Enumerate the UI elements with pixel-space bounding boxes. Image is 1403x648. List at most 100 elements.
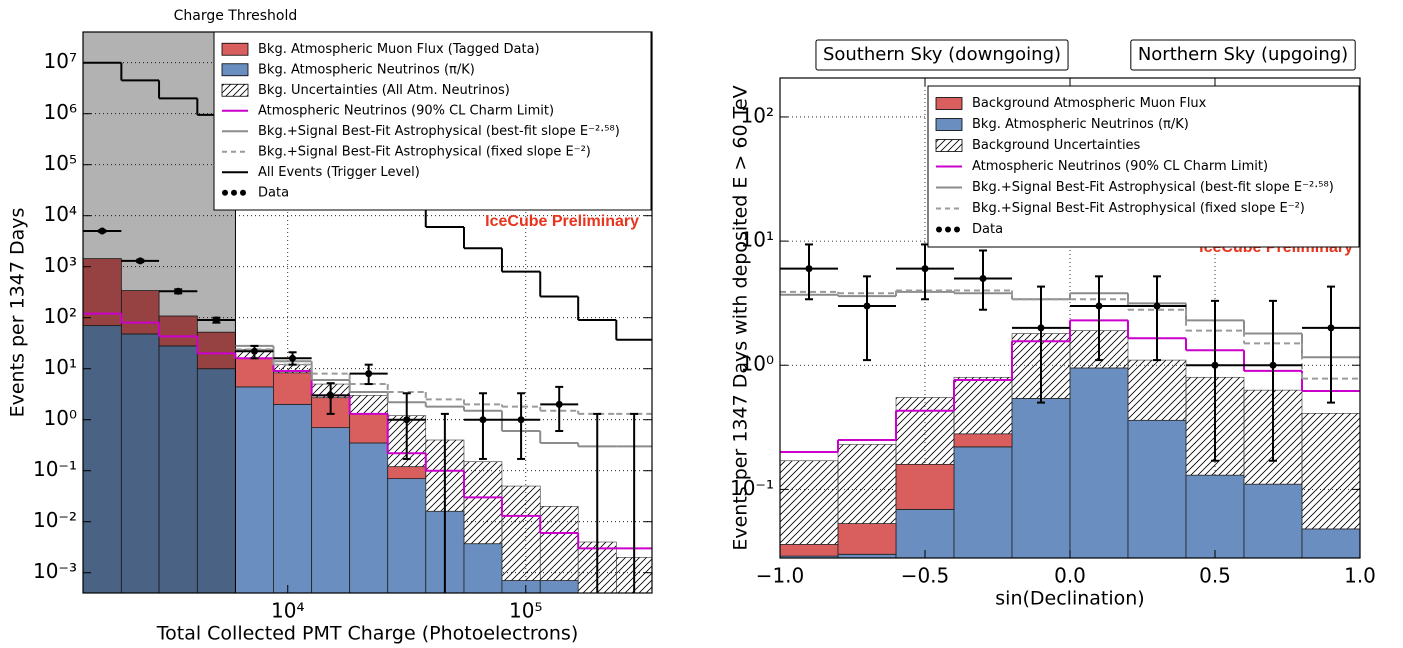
data-point xyxy=(327,391,335,399)
legend-swatch xyxy=(221,63,249,77)
bar xyxy=(387,478,427,593)
bar xyxy=(616,608,652,643)
data-point xyxy=(805,265,813,273)
bar xyxy=(953,446,1013,558)
x-tick-label: −0.5 xyxy=(901,564,950,588)
bar xyxy=(578,599,616,643)
bar xyxy=(895,463,955,510)
data-point xyxy=(365,370,373,378)
y-tick-label: 10⁶ xyxy=(44,100,77,124)
uncertainty-band xyxy=(463,461,503,545)
data-point xyxy=(921,265,929,273)
legend-label: Atmospheric Neutrinos (90% CL Charm Limi… xyxy=(258,103,554,118)
y-tick-label: 10³ xyxy=(44,253,77,277)
legend-marker xyxy=(240,189,246,196)
y-tick-label: 10⁷ xyxy=(44,49,77,73)
bar xyxy=(837,553,897,558)
y-tick-label: 10⁻² xyxy=(33,508,77,532)
data-point xyxy=(1327,324,1335,332)
bar xyxy=(1127,419,1187,558)
x-axis-label: sin(Declination) xyxy=(995,588,1144,610)
legend-label: Bkg. Uncertainties (All Atm. Neutrinos) xyxy=(258,83,510,98)
bar xyxy=(120,333,160,593)
x-tick-label: 0.5 xyxy=(1199,564,1231,588)
legend-marker xyxy=(222,189,228,196)
data-point xyxy=(136,257,144,265)
bar xyxy=(837,523,897,555)
sky-label: Northern Sky (upgoing) xyxy=(1138,44,1348,65)
data-point xyxy=(250,347,258,355)
x-tick-label: 0.0 xyxy=(1054,564,1086,588)
bar xyxy=(1011,398,1071,558)
y-tick-label: 10⁻³ xyxy=(33,559,77,583)
y-tick-label: 10⁴ xyxy=(44,202,77,226)
legend-label: All Events (Trigger Level) xyxy=(258,165,420,180)
x-tick-label: 1.0 xyxy=(1344,564,1376,588)
x-tick-label: 10⁵ xyxy=(509,599,542,623)
bar xyxy=(349,442,389,593)
legend-marker xyxy=(936,226,942,233)
legend-box xyxy=(213,31,652,211)
legend-label: Bkg. Atmospheric Neutrinos (π/K) xyxy=(258,62,475,77)
bar xyxy=(196,331,236,370)
y-tick-label: 10⁻¹ xyxy=(33,457,77,481)
bar xyxy=(273,372,313,405)
sky-label: Southern Sky (downgoing) xyxy=(823,44,1061,65)
y-tick-label: 10² xyxy=(44,304,77,328)
legend-label: Bkg. Atmospheric Muon Flux (Tagged Data) xyxy=(258,42,540,57)
bar xyxy=(273,403,313,593)
legend-label: Data xyxy=(972,222,1003,237)
bar xyxy=(83,325,122,593)
uncertainty-band xyxy=(501,485,541,581)
data-point xyxy=(979,274,987,282)
y-tick-label: 10⁻¹ xyxy=(730,476,774,500)
legend-box xyxy=(927,85,1360,248)
y-tick-label: 10⁰ xyxy=(741,352,774,376)
data-point xyxy=(289,354,297,362)
data-point xyxy=(174,287,182,295)
uncertainty-band xyxy=(539,506,579,581)
uncertainty-band xyxy=(1301,413,1360,530)
legend-label: Bkg.+Signal Best-Fit Astrophysical (best… xyxy=(972,180,1334,195)
legend-marker xyxy=(945,226,951,233)
bar xyxy=(235,386,274,593)
legend-swatch xyxy=(935,118,963,131)
legend-swatch xyxy=(221,42,249,56)
legend-label: Atmospheric Neutrinos (90% CL Charm Limi… xyxy=(972,159,1268,174)
legend-label: Bkg. Atmospheric Neutrinos (π/K) xyxy=(972,117,1189,132)
threshold-label: Charge Threshold xyxy=(174,8,298,24)
bar xyxy=(235,357,274,388)
bar xyxy=(953,433,1013,448)
data-point xyxy=(1211,361,1219,369)
legend-marker xyxy=(231,189,237,196)
bar xyxy=(387,466,427,480)
legend-label: Bkg.+Signal Best-Fit Astrophysical (fixe… xyxy=(258,144,591,159)
uncertainty-band xyxy=(780,460,839,557)
x-tick-label: −1.0 xyxy=(756,564,805,588)
bar xyxy=(1185,474,1245,558)
data-point xyxy=(863,302,871,310)
bar xyxy=(196,368,236,593)
legend-swatch xyxy=(221,83,249,97)
bar xyxy=(1243,483,1303,558)
bar xyxy=(780,544,839,557)
y-tick-label: 10¹ xyxy=(741,228,774,252)
uncertainty-band xyxy=(1127,359,1187,421)
bar xyxy=(158,315,198,347)
x-tick-label: 10⁴ xyxy=(271,599,304,623)
y-tick-label: 10² xyxy=(741,103,774,127)
legend-label: Data xyxy=(258,185,289,200)
annotation: IceCube Preliminary xyxy=(485,213,639,230)
data-point xyxy=(555,400,563,408)
data-point xyxy=(403,416,411,424)
threshold-region xyxy=(83,32,236,593)
y-tick-label: 10¹ xyxy=(44,355,77,379)
y-axis-label: Events per 1347 Days xyxy=(7,208,29,418)
legend-label: Background Atmospheric Muon Flux xyxy=(972,96,1207,111)
data-point xyxy=(1037,324,1045,332)
plot-area xyxy=(780,78,1360,558)
data-point xyxy=(517,416,525,424)
legend-label: Bkg.+Signal Best-Fit Astrophysical (best… xyxy=(258,124,620,139)
data-point xyxy=(98,227,106,235)
